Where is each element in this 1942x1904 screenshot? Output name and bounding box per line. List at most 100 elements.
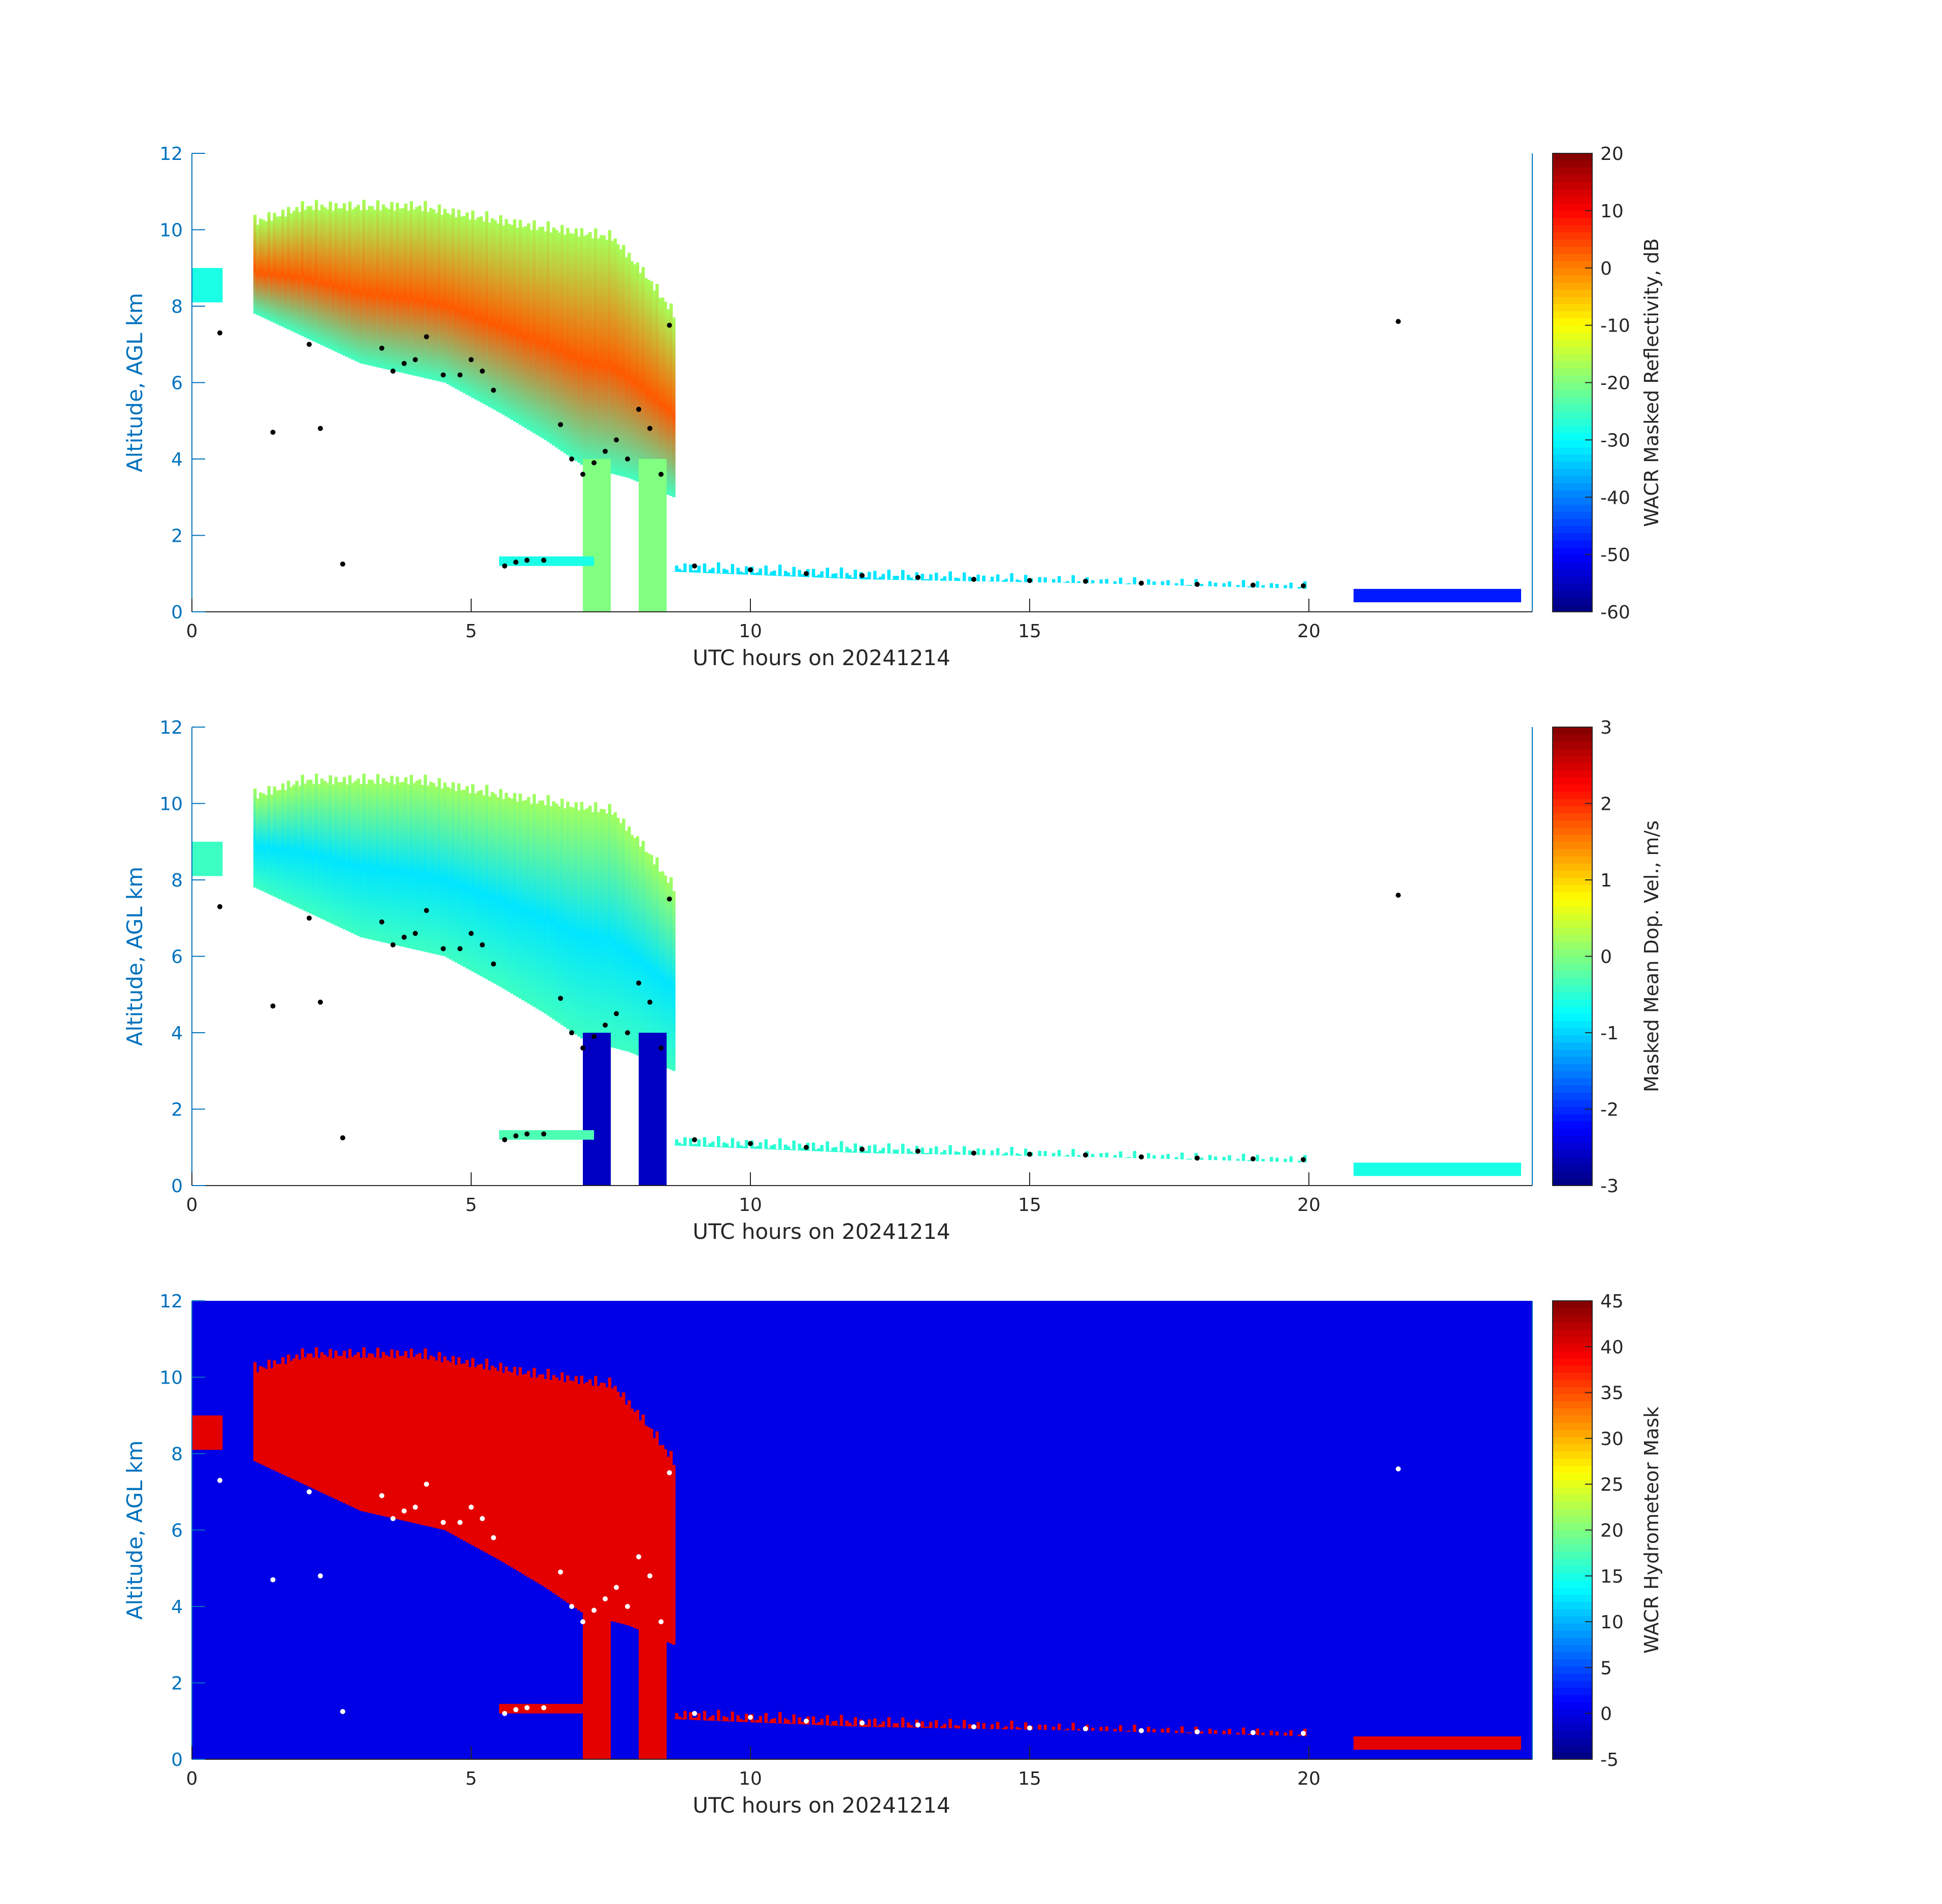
echo-column	[798, 1143, 801, 1151]
colorbar-segment	[1553, 1394, 1592, 1402]
echo-column	[557, 1380, 561, 1597]
echo-column	[1189, 1732, 1192, 1733]
echo-column	[736, 1141, 740, 1148]
echo-column	[477, 1364, 480, 1549]
echo-column	[865, 1724, 868, 1727]
echo-column	[814, 1723, 818, 1725]
echo-column	[591, 1386, 595, 1617]
cloud-base-point	[524, 1705, 530, 1711]
colorbar-segment	[1553, 318, 1592, 326]
colorbar-segment	[1553, 1422, 1592, 1430]
echo-column	[722, 1716, 726, 1721]
echo-column	[348, 775, 352, 932]
echo-region	[499, 1130, 594, 1140]
colorbar-segment	[1553, 1558, 1592, 1566]
echo-column	[429, 208, 433, 380]
colorbar-segment	[1553, 339, 1592, 347]
colorbar: -3 -2 -1 0 1 2 3 Masked Mean Dop. Vel., m/s	[1552, 717, 1663, 1197]
echo-column	[396, 776, 399, 946]
echo-column	[566, 227, 570, 455]
echo-column	[1147, 1153, 1150, 1159]
y-tick-label: 2	[171, 526, 183, 547]
echo-column	[368, 206, 371, 366]
echo-column	[789, 575, 793, 577]
echo-column	[577, 810, 581, 1037]
colorbar-segment	[1553, 1408, 1592, 1416]
cloud-base-point	[1027, 578, 1032, 583]
echo-column	[1010, 573, 1013, 582]
echo-column	[1270, 583, 1273, 588]
echo-column	[834, 573, 838, 578]
echo-column	[792, 1714, 796, 1724]
colorbar-tick-label: -3	[1600, 1176, 1619, 1197]
echo-column	[622, 1392, 626, 1624]
echo-column	[689, 1138, 693, 1146]
echo-region	[639, 1033, 667, 1186]
echo-column	[261, 793, 265, 892]
cloud-base-point	[502, 563, 507, 569]
cloud-base-point	[603, 448, 608, 454]
echo-column	[538, 1374, 542, 1584]
echo-column	[943, 576, 946, 581]
echo-column	[373, 210, 377, 367]
cloud-base-point	[1250, 582, 1256, 588]
echo-column	[1228, 581, 1231, 587]
y-tick-label: 10	[159, 220, 183, 241]
colorbar-segment	[1553, 942, 1592, 949]
echo-column	[1071, 1148, 1075, 1157]
echo-column	[1004, 578, 1008, 582]
echo-column	[728, 1720, 732, 1722]
echo-column	[929, 1148, 933, 1155]
echo-column	[1077, 581, 1080, 583]
echo-column	[630, 261, 634, 479]
cloud-base-point	[217, 330, 222, 336]
cloud-base-point	[860, 1720, 865, 1726]
echo-column	[798, 1717, 801, 1724]
echo-column	[552, 227, 555, 446]
echo-column	[703, 563, 706, 573]
echo-column	[851, 577, 854, 579]
cloud-base-point	[441, 372, 446, 378]
cloud-base-point	[1083, 578, 1088, 584]
echo-column	[387, 209, 391, 370]
echo-column	[968, 1150, 972, 1155]
x-tick-label: 0	[186, 1195, 198, 1216]
echo-column	[717, 1710, 720, 1721]
colorbar-segment	[1553, 275, 1592, 283]
echo-column	[404, 1351, 408, 1521]
echo-column	[639, 273, 642, 483]
cloud-base-point	[390, 1516, 396, 1521]
cloud-base-point	[1301, 1730, 1306, 1736]
y-tick-label: 6	[171, 1521, 183, 1541]
echo-column	[605, 1387, 609, 1620]
echo-column	[801, 1721, 804, 1725]
cloud-base-point	[1301, 1157, 1306, 1162]
cloud-base-point	[469, 931, 474, 936]
cloud-base-point	[541, 1705, 546, 1711]
cloud-base-point	[804, 1718, 809, 1724]
cloud-base-point	[413, 1504, 418, 1510]
echo-column	[834, 1721, 838, 1726]
echo-column	[641, 1415, 645, 1632]
x-tick-label: 10	[739, 1768, 762, 1789]
echo-column	[332, 1358, 335, 1498]
echo-column	[840, 1715, 843, 1726]
colorbar-segment	[1553, 899, 1592, 907]
echo-column	[940, 578, 944, 581]
colorbar-segment	[1553, 1530, 1592, 1538]
echo-column	[907, 575, 910, 580]
cloud-base-point	[1250, 1156, 1256, 1162]
cloud-base-point	[636, 407, 641, 412]
echo-column	[812, 1716, 815, 1725]
echo-column	[988, 1728, 991, 1729]
colorbar-segment	[1553, 1099, 1592, 1107]
echo-column	[438, 778, 441, 955]
cloud-base-point	[1139, 1728, 1144, 1733]
colorbar-segment	[1553, 268, 1592, 276]
colorbar-segment	[1553, 1444, 1592, 1452]
echo-column	[633, 838, 637, 1055]
echo-column	[362, 1347, 366, 1512]
echo-column	[415, 780, 419, 950]
echo-column	[429, 781, 433, 954]
echo-column	[920, 1721, 924, 1728]
